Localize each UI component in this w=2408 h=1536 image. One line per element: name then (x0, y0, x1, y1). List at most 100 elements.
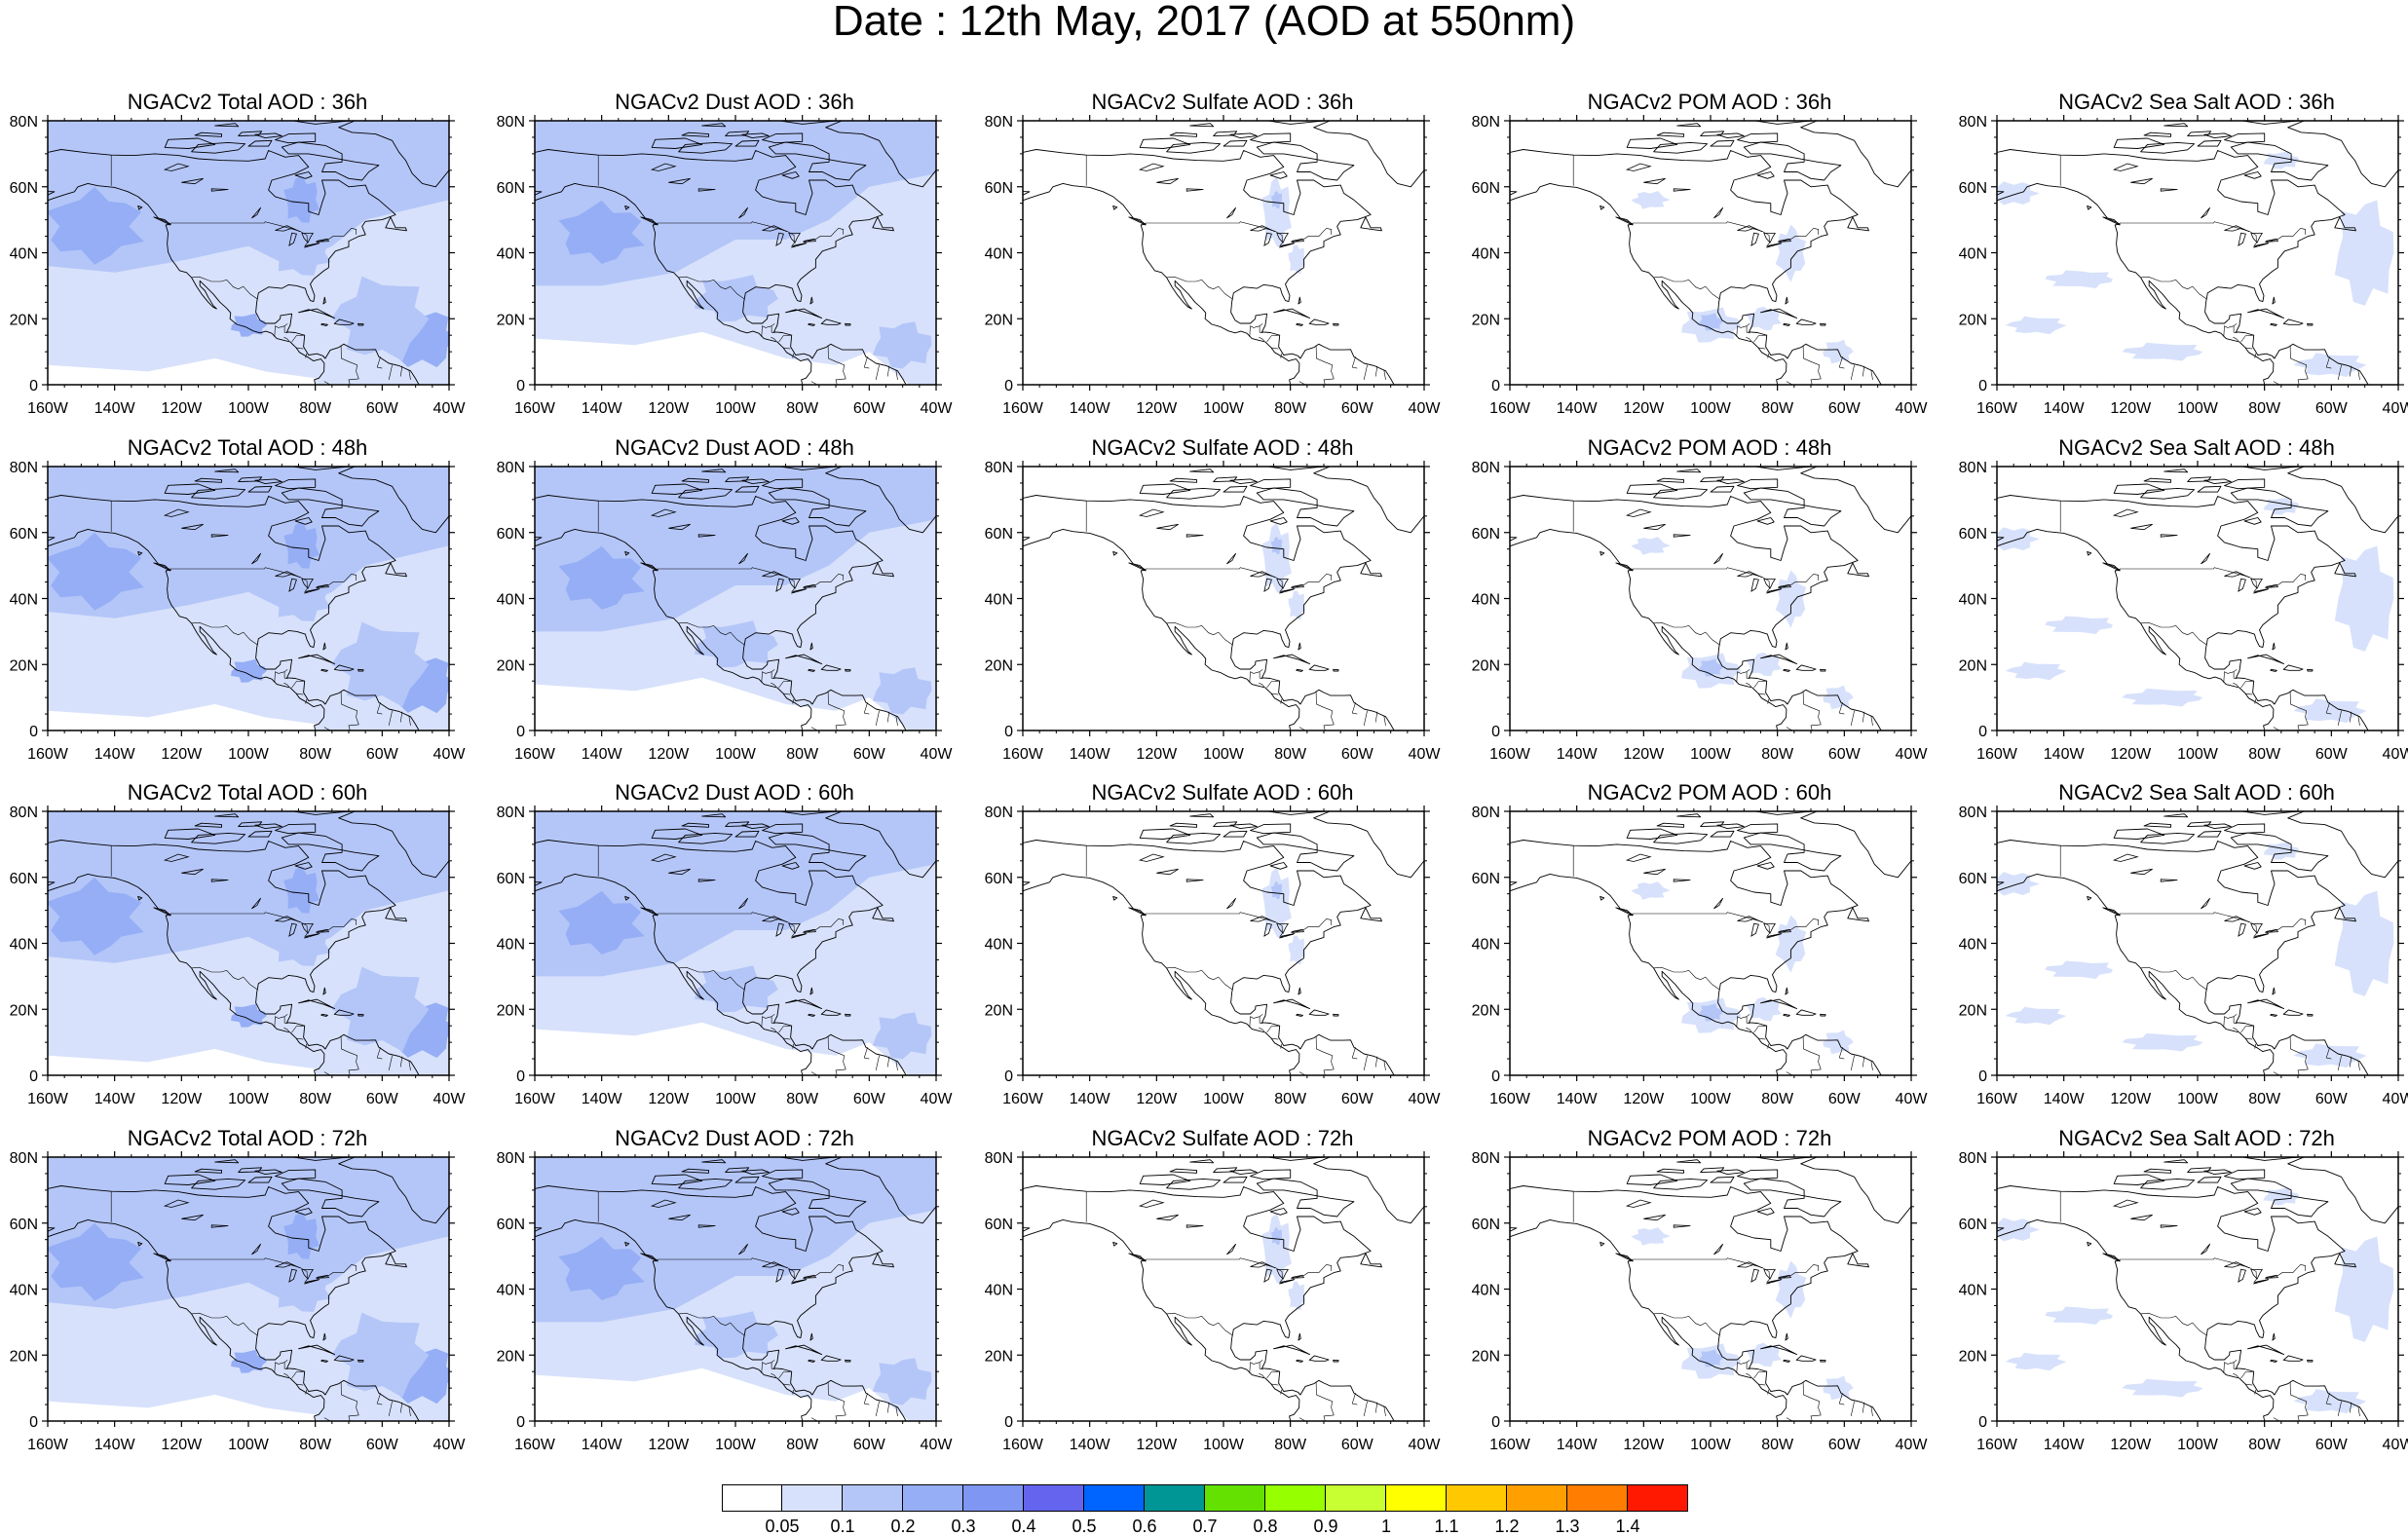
map-plot: 80N 60N 40N 20N 0 160W 140W 120W 100W 80W 60W 40W (985, 114, 1442, 417)
lon-tick-label: 60W (1828, 746, 1862, 763)
country-border (2357, 369, 2360, 380)
country-border (399, 365, 403, 377)
coastline (1800, 1157, 1911, 1224)
coastline (2102, 907, 2121, 917)
coastline (2287, 121, 2398, 188)
colorbar-swatch (782, 1484, 843, 1512)
coastline (2187, 1167, 2212, 1174)
lat-tick-label: 0 (1978, 724, 1987, 740)
coastline (385, 562, 407, 578)
lat-tick-label: 40N (497, 937, 525, 954)
country-border (340, 691, 359, 726)
aod-shading (48, 532, 144, 611)
country-border (1786, 1046, 1787, 1050)
coastline (768, 487, 867, 527)
lat-tick-label: 80N (10, 1150, 38, 1167)
coastline (1360, 907, 1382, 922)
country-border (2325, 702, 2332, 715)
country-border (1259, 1362, 1263, 1370)
country-border (2349, 1056, 2352, 1068)
lon-tick-label: 60W (2315, 1091, 2349, 1107)
lat-tick-label: 80N (1472, 114, 1500, 131)
coastline (320, 1013, 328, 1017)
coastline (1139, 828, 1191, 840)
coastline (137, 1241, 143, 1247)
lake-outline (2250, 1269, 2264, 1280)
coastline (1676, 468, 1702, 473)
coastline (1756, 1208, 1775, 1216)
country-border (783, 1383, 791, 1386)
country-border (1259, 671, 1263, 680)
coastline (191, 832, 246, 844)
coastline (238, 476, 263, 483)
country-border (1166, 276, 1233, 300)
lon-tick-label: 160W (27, 400, 69, 417)
coastline (1656, 822, 1684, 828)
coastline (1269, 862, 1288, 870)
map-plot: 80N 60N 40N 20N 0 160W 140W 120W 100W 80W 60W 40W (1959, 460, 2408, 763)
lon-tick-label: 40W (921, 746, 954, 763)
country-border (274, 323, 288, 337)
lake-outline (738, 897, 749, 910)
lat-tick-label: 40N (1959, 246, 1987, 263)
aod-shading (48, 1048, 316, 1075)
country-border (296, 347, 304, 350)
lake-outline (251, 206, 262, 219)
country-border (2273, 1392, 2275, 1396)
lon-tick-label: 80W (1761, 400, 1794, 417)
coastline (1737, 1169, 1779, 1180)
coastline (1820, 1013, 1826, 1017)
lat-tick-label: 80N (985, 114, 1013, 131)
country-border (388, 1055, 393, 1070)
coastline (2272, 296, 2276, 305)
colorbar-label: 0.05 (765, 1517, 800, 1536)
country-border (1753, 1370, 1767, 1379)
lon-tick-label: 100W (1690, 1091, 1732, 1107)
lon-tick-label: 80W (1761, 1091, 1794, 1107)
coastline (247, 1176, 273, 1183)
country-border (1802, 1381, 1822, 1416)
lake-outline (2250, 233, 2264, 244)
aod-shading (535, 1022, 910, 1075)
map-plot: 80N 60N 40N 20N 0 160W 140W 120W 100W 80W 60W 40W (497, 460, 954, 763)
aod-shading (558, 200, 645, 264)
country-border (388, 710, 393, 726)
lon-tick-label: 40W (2383, 1091, 2408, 1107)
lake-outline (210, 879, 229, 882)
lat-tick-label: 20N (497, 312, 525, 328)
country-border (2240, 1370, 2254, 1379)
aod-shading (872, 1358, 932, 1405)
coastline (294, 517, 313, 525)
country-border (1383, 369, 1386, 380)
coastline (2197, 139, 2222, 147)
lake-outline (650, 1199, 677, 1208)
coastline (2140, 832, 2196, 844)
coastline (1785, 987, 1788, 995)
coastline (809, 987, 813, 995)
country-border (388, 364, 393, 380)
country-border (1653, 621, 1720, 646)
country-border (2140, 966, 2207, 991)
aod-shading (2293, 1389, 2367, 1414)
coastline (2087, 1241, 2092, 1247)
aod-shading (1746, 1342, 1782, 1367)
lat-tick-label: 60N (10, 871, 38, 887)
country-border (792, 1389, 794, 1395)
colorbar-swatch (1628, 1484, 1688, 1512)
lake-outline (1778, 1274, 1792, 1279)
country-border (170, 221, 357, 246)
aod-shading (535, 677, 910, 731)
panel-title: NGACv2 Sulfate AOD : 60h (1091, 780, 1354, 805)
aod-shading (48, 357, 316, 385)
lake-outline (1673, 188, 1691, 192)
country-border (1753, 680, 1767, 689)
country-border (1870, 715, 1873, 726)
lake-outline (288, 578, 297, 592)
lake-outline (1138, 853, 1165, 862)
country-border (170, 1257, 357, 1283)
lat-tick-label: 40N (10, 1283, 38, 1299)
lon-tick-label: 60W (853, 1437, 886, 1453)
aod-shading (2334, 1236, 2394, 1342)
coastline (191, 487, 246, 500)
lake-outline (163, 1199, 190, 1208)
